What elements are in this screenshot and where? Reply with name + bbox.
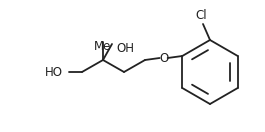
Text: HO: HO [45,65,63,79]
Text: Cl: Cl [195,9,207,22]
Text: O: O [159,51,168,65]
Text: OH: OH [116,42,134,55]
Text: Me: Me [94,40,112,53]
